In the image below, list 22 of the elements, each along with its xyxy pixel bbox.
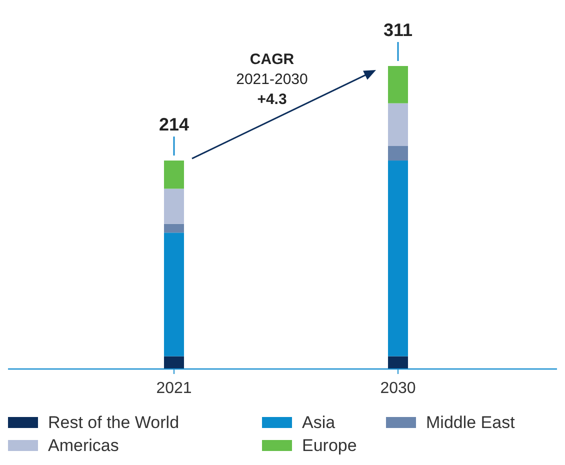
bar [164,160,184,189]
legend-label: Asia [302,413,336,432]
annotation: CAGR [250,51,294,68]
bar [164,356,184,369]
legend-label: Europe [302,436,357,455]
bar [164,188,184,224]
x-tick-label: 2030 [380,380,416,397]
annotation: +4.3 [257,91,287,108]
bar [388,66,408,104]
bar [164,224,184,233]
legend-label: Americas [48,436,119,455]
bar [388,103,408,146]
bar [388,160,408,356]
legend-label: Rest of the World [48,413,180,432]
legend-label: Middle East [426,413,516,432]
bar [388,146,408,161]
bar [388,356,408,369]
annotation: 311 [383,20,413,40]
bar [164,232,184,356]
annotation: 2021-2030 [236,71,308,88]
annotation: 214 [158,114,190,135]
x-tick-label: 2021 [156,380,192,397]
